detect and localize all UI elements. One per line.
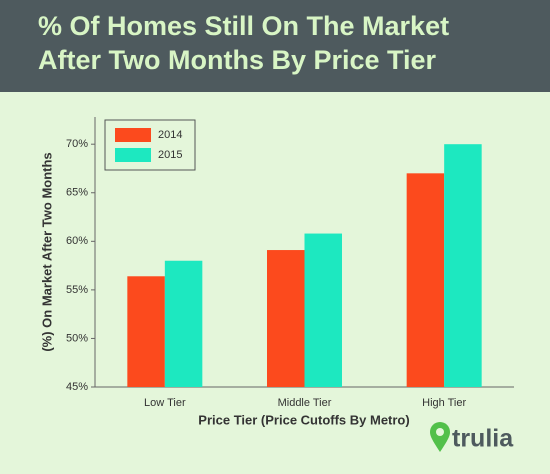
y-tick-label: 45% (66, 381, 88, 393)
logo-text: trulia (452, 425, 514, 453)
bar (164, 260, 203, 387)
x-axis-label: Price Tier (Price Cutoffs By Metro) (198, 412, 409, 427)
title-line: After Two Months By Price Tier (38, 45, 437, 75)
logo-pin (430, 422, 450, 452)
x-tick-label: High Tier (422, 397, 466, 409)
legend-swatch (115, 148, 151, 162)
bar (304, 233, 342, 387)
legend-box (104, 119, 196, 171)
legend-label: 2015 (158, 149, 182, 161)
y-axis-label: (%) On Market After Two Months (39, 152, 54, 351)
bar (444, 144, 482, 387)
legend-swatch (115, 128, 151, 142)
title-line: % Of Homes Still On The Market (38, 11, 449, 41)
header (0, 0, 550, 92)
y-tick-label: 55% (66, 284, 88, 296)
bar (267, 250, 305, 387)
y-tick-label: 70% (66, 138, 88, 150)
y-tick-label: 50% (66, 332, 88, 344)
y-tick-label: 60% (66, 235, 88, 247)
x-tick-label: Low Tier (144, 397, 186, 409)
logo-pin-hole (436, 428, 444, 436)
x-tick-label: Middle Tier (278, 397, 332, 409)
bar (127, 276, 165, 387)
y-tick-label: 65% (66, 187, 88, 199)
logo: trulia (430, 422, 514, 453)
legend-label: 2014 (158, 129, 182, 141)
bar (406, 173, 445, 387)
